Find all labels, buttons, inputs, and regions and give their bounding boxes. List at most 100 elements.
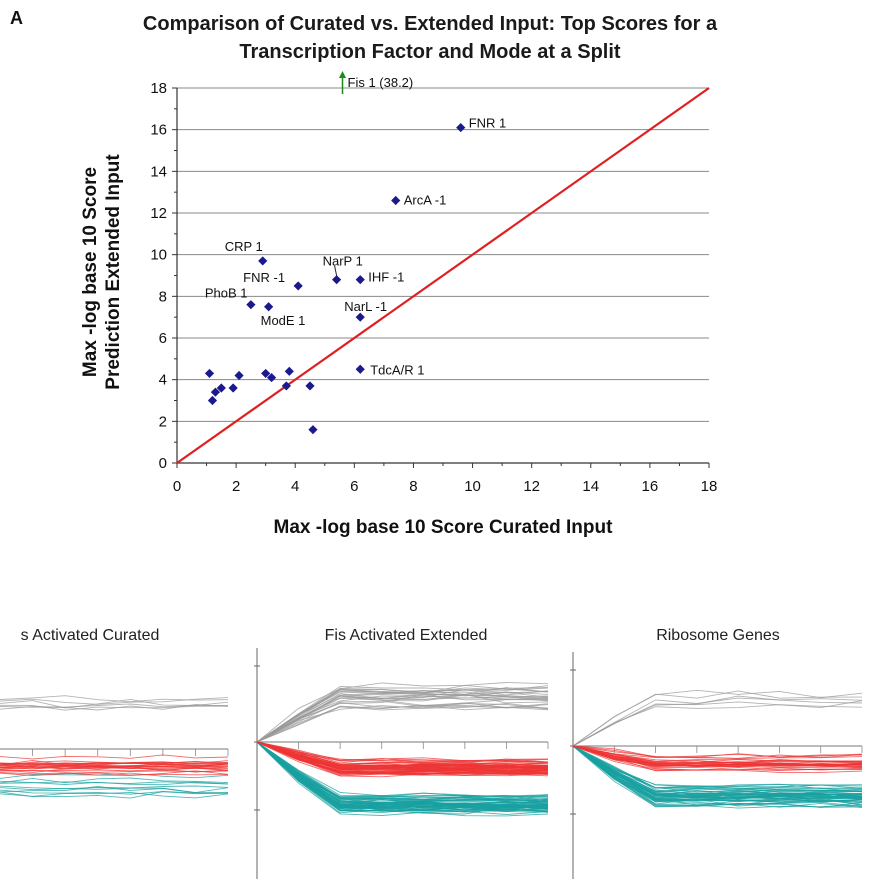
expression-profile [256,741,549,771]
panel-title-curated: s Activated Curated [21,627,160,644]
data-point [293,281,303,291]
expression-profile [256,684,549,743]
x-tick-label: 8 [409,478,417,495]
y-tick-label: 16 [150,122,167,139]
x-tick-label: 14 [582,478,599,495]
data-point [234,370,244,381]
tick-labels: 0 2 4 6 8 10 12 14 16 18 0 2 4 6 8 10 12 14 16 18 [150,80,717,495]
expression-profile [256,741,549,812]
expression-panel-curated [0,655,229,879]
data-point [204,368,215,379]
expression-profile [0,698,229,709]
expression-profile [0,754,229,760]
expression-profile [572,745,863,807]
y-tick-label: 4 [159,372,167,389]
expression-profile [0,770,229,773]
expression-panel-extended [252,648,549,879]
expression-profile [256,741,549,798]
expression-profile [572,745,863,795]
data-points: FNR 1 ArcA -1 CRP 1 NarP 1 FNR -1 IHF -1 PhoB … [205,116,506,435]
panel-label: A [10,8,23,28]
leader-line [334,265,338,276]
point-label: ModE 1 [261,313,306,328]
expression-profile [256,741,549,802]
point-label: NarP 1 [323,254,363,269]
expression-profile [256,741,549,811]
data-point [266,372,277,383]
expression-profile [0,760,229,766]
chart-title-line-2: Transcription Factor and Mode at a Split [239,41,621,63]
data-point [261,368,271,379]
expression-profile [256,741,549,773]
data-point [216,383,226,393]
data-point [281,381,291,391]
expression-profile [572,697,863,747]
data-point [207,395,218,406]
data-point [284,366,294,376]
offscale-marker: Fis 1 (38.2) [339,71,413,94]
expression-profile [0,785,229,790]
x-tick-label: 18 [701,478,718,495]
scatter-plot: 0 2 4 6 8 10 12 14 16 18 0 2 4 6 8 10 12 14 16 18 Fis 1 (38… [150,71,717,495]
data-point [355,275,365,285]
data-point [456,122,466,133]
expression-profile [572,745,863,797]
data-point [305,381,315,391]
expression-profile [256,694,549,743]
x-tick-label: 10 [464,478,481,495]
y-axis-title-line-1: Max -log base 10 Score [80,167,101,377]
expression-profile [572,689,863,747]
x-tick-label: 12 [523,478,540,495]
expression-profile [0,789,229,795]
expression-profile [572,745,863,787]
expression-profile [256,700,549,743]
offscale-arrow-head [339,71,347,78]
y-tick-label: 0 [159,455,167,472]
expression-profile [572,700,863,747]
expression-profile [572,745,863,767]
point-label: CRP 1 [225,239,263,254]
point-label: FNR 1 [469,116,507,131]
data-point [228,383,238,393]
point-label: IHF -1 [368,270,404,285]
expression-profile [572,745,863,807]
x-axis-title: Max -log base 10 Score Curated Input [274,517,614,538]
expression-profile [256,682,549,743]
data-point [246,300,256,310]
x-tick-label: 0 [173,478,181,495]
expression-profile [572,745,863,797]
panel-title-extended: Fis Activated Extended [325,627,488,644]
expression-profile [572,745,863,768]
data-point [264,302,274,312]
expression-profile [572,745,863,771]
data-point [332,275,342,285]
expression-panel-ribosome [568,652,863,879]
expression-profile [256,741,549,804]
diagonal-line [176,87,710,464]
point-label: TdcA/R 1 [370,362,424,377]
point-label: PhoB 1 [205,286,248,301]
x-tick-label: 2 [232,478,240,495]
expression-profile [0,761,229,766]
expression-profile [256,741,548,767]
expression-profile [256,703,549,743]
x-tick-label: 4 [291,478,299,495]
expression-profile [0,791,229,799]
expression-profile [572,745,863,758]
chart-title-line-1: Comparison of Curated vs. Extended Input… [143,13,718,35]
expression-profile [256,741,549,776]
y-tick-label: 14 [150,163,167,180]
y-tick-label: 6 [159,330,167,347]
data-point [391,195,401,206]
y-tick-label: 10 [150,247,167,264]
expression-profile [256,697,549,743]
expression-profile [256,741,549,817]
x-tick-label: 16 [642,478,659,495]
expression-profile [256,741,549,807]
data-point [355,312,365,322]
expression-profile [572,745,863,760]
expression-profile [0,780,229,786]
expression-profile [0,763,229,769]
data-point [258,256,268,266]
